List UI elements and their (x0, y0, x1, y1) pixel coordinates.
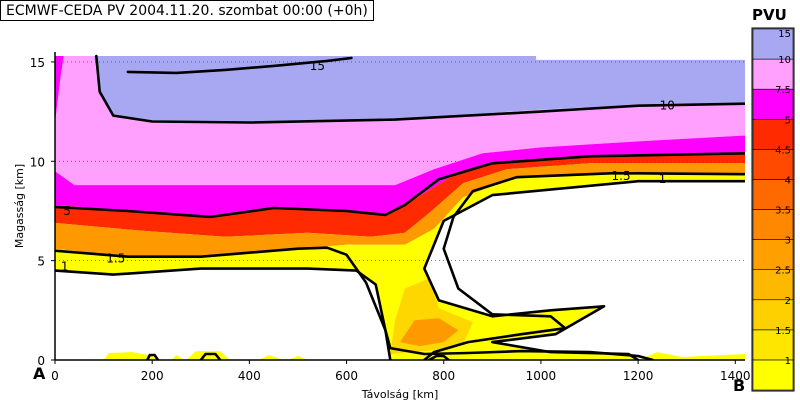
colorbar-level-label: 7.5 (775, 85, 791, 96)
colorbar-swatch (752, 88, 794, 120)
contour-line-15 (126, 56, 353, 75)
contour-line-1 (422, 179, 745, 360)
colorbar-swatch (752, 179, 794, 210)
plot-area: 15 10 5 1.5 1.5 1 1 (55, 54, 745, 360)
pv-region-yellow (186, 351, 308, 360)
contour-line-10 (95, 54, 745, 124)
pv-region-yellow (638, 352, 745, 360)
colorbar-level-label: 3.5 (775, 206, 791, 217)
x-tick-label: 200 (141, 369, 164, 383)
x-tick-label: 400 (238, 369, 261, 383)
contour-label: 1.5 (612, 169, 631, 183)
contour-line-bottom (146, 353, 160, 360)
y-tick-label: 10 (30, 155, 45, 169)
colorbar-swatch (752, 28, 794, 60)
x-tick-label: 1200 (623, 369, 654, 383)
colorbar-swatch (752, 269, 794, 301)
pv-region-magenta (55, 56, 64, 124)
contour-label: 1.5 (106, 252, 125, 266)
colorbar-swatch (752, 329, 794, 361)
y-axis-label: Magasság [km] (13, 164, 26, 248)
y-tick-label: 15 (30, 56, 45, 70)
colorbar-level-label: 10 (778, 55, 791, 66)
pv-region-lavender (93, 56, 745, 123)
colorbar-level-label: 1 (785, 356, 791, 367)
cross-section-start-label: A (33, 364, 46, 383)
colorbar-swatch (752, 149, 794, 180)
contour-line-bottom (199, 352, 222, 360)
colorbar-swatch (752, 239, 794, 270)
colorbar-level-label: 3 (785, 236, 791, 247)
colorbar-level-label: 15 (778, 29, 791, 40)
x-tick-label: 0 (51, 369, 59, 383)
colorbar-level-label: 4 (785, 175, 791, 186)
cross-section-end-label: B (733, 376, 746, 395)
x-tick-label: 600 (335, 369, 358, 383)
y-tick-label: 5 (37, 255, 45, 269)
contour-line-5 (55, 152, 745, 219)
colorbar-swatch (752, 58, 794, 90)
pv-region-white (424, 181, 745, 354)
colorbar-title: PVU (752, 6, 787, 24)
contour-label: 10 (660, 99, 675, 113)
x-tick-label: 1400 (720, 369, 751, 383)
contour-label: 5 (63, 204, 71, 218)
pv-region-yellow (55, 172, 745, 360)
colorbar-level-label: 5 (785, 115, 791, 126)
colorbar-level-label: 2.5 (775, 266, 791, 277)
contour-label: 1 (659, 172, 667, 186)
y-tick-label: 0 (37, 354, 45, 368)
contour-label: 15 (310, 59, 325, 73)
contour-line-bottom (427, 354, 450, 360)
colorbar-swatch (752, 118, 794, 150)
colorbar-swatch (752, 359, 794, 391)
x-tick-label: 1000 (526, 369, 557, 383)
colorbar-swatch (752, 209, 794, 240)
colorbar-frame (751, 27, 795, 392)
chart-title: ECMWF-CEDA PV 2004.11.20. szombat 00:00 … (0, 0, 374, 21)
contour-line-1 (55, 267, 392, 360)
pv-region-orange (400, 318, 459, 347)
pv-region-red (55, 154, 745, 237)
colorbar-level-label: 4.5 (775, 145, 791, 156)
colorbar-level-label: 2 (785, 296, 791, 307)
x-tick-label: 800 (432, 369, 455, 383)
pv-region-magenta (55, 135, 745, 217)
x-axis-label: Távolság [km] (361, 388, 439, 400)
contour-line-1.5 (422, 171, 745, 360)
colorbar-level-label: 1.5 (775, 326, 791, 337)
pv-region-yellow (103, 352, 184, 360)
contour-label: 1 (61, 260, 69, 274)
